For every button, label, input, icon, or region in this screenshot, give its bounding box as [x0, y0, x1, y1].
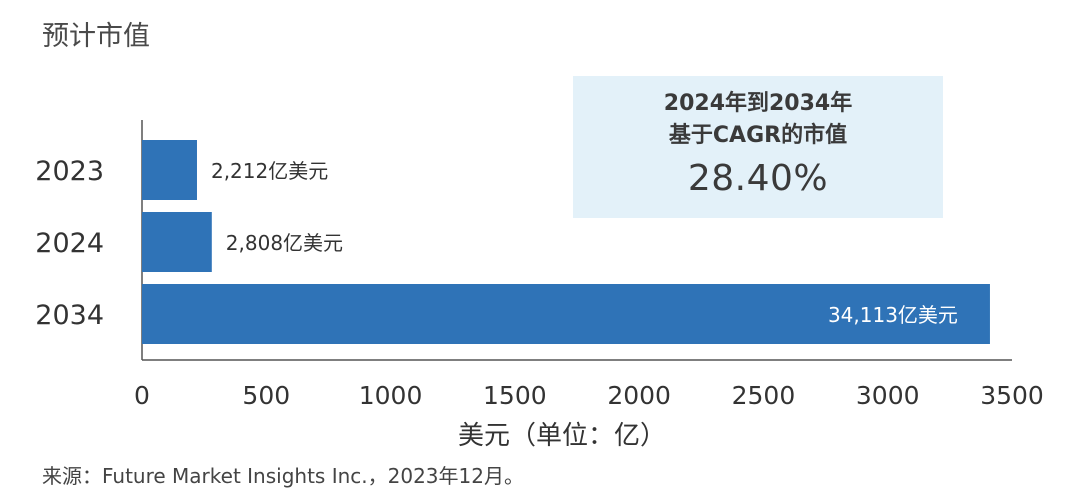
- cagr-period-label: 2024年到2034年: [663, 91, 853, 116]
- x-tick-label-2500: 2500: [732, 381, 796, 410]
- data-label-2034: 34,113亿美元: [828, 303, 958, 327]
- bar-chart: 2023 2,212亿美元 2024 2,808亿美元 2034 34,113亿美元 0 50…: [35, 120, 1044, 451]
- category-label-2024: 2024: [35, 228, 104, 259]
- bar-2034: [142, 284, 990, 344]
- bar-2023: [142, 140, 197, 200]
- x-tick-label-500: 500: [242, 381, 290, 410]
- cagr-value: 28.40%: [687, 158, 829, 199]
- chart-title: 预计市值: [42, 21, 150, 52]
- source-note: 来源：Future Market Insights Inc.，2023年12月。: [42, 464, 524, 488]
- x-tick-label-3000: 3000: [856, 381, 920, 410]
- x-tick-label-1500: 1500: [483, 381, 547, 410]
- bar-2024: [142, 212, 212, 272]
- x-tick-label-2000: 2000: [607, 381, 671, 410]
- cagr-description-label: 基于CAGR的市值: [668, 123, 848, 148]
- category-label-2023: 2023: [35, 156, 104, 187]
- data-label-2023: 2,212亿美元: [211, 159, 328, 183]
- x-tick-label-1000: 1000: [359, 381, 423, 410]
- x-tick-label-3500: 3500: [980, 381, 1044, 410]
- x-tick-label-0: 0: [134, 381, 150, 410]
- category-label-2034: 2034: [35, 300, 104, 331]
- cagr-callout-box: 2024年到2034年 基于CAGR的市值 28.40%: [573, 76, 943, 218]
- data-label-2024: 2,808亿美元: [226, 231, 343, 255]
- x-axis-title: 美元（单位：亿）: [458, 421, 666, 451]
